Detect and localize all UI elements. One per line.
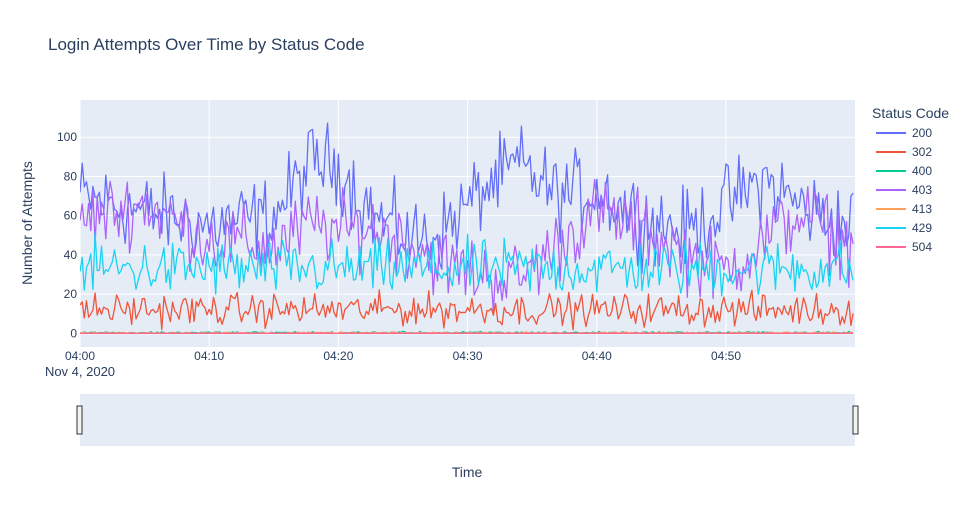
legend-label: 302	[912, 145, 932, 159]
y-tick-label: 60	[64, 209, 78, 223]
legend-label: 200	[912, 126, 932, 140]
chart-title: Login Attempts Over Time by Status Code	[48, 35, 365, 54]
legend-label: 413	[912, 202, 932, 216]
x-tick-label: 04:30	[453, 349, 483, 363]
legend-item-400[interactable]: 400	[876, 164, 932, 178]
legend-title: Status Code	[872, 105, 949, 121]
x-tick-date-label: Nov 4, 2020	[45, 364, 115, 379]
x-tick-labels: 04:00 04:10 04:20 04:30 04:40 04:50	[65, 349, 741, 363]
y-tick-label: 40	[64, 248, 78, 262]
legend-item-302[interactable]: 302	[876, 145, 932, 159]
x-tick-label: 04:40	[582, 349, 612, 363]
x-tick-label: 04:50	[711, 349, 741, 363]
legend-label: 400	[912, 164, 932, 178]
legend-item-429[interactable]: 429	[876, 221, 932, 235]
x-tick-label: 04:00	[65, 349, 95, 363]
legend-label: 403	[912, 183, 932, 197]
series-lines	[80, 122, 854, 334]
y-tick-labels: 0 20 40 60 80 100	[57, 130, 77, 340]
range-slider[interactable]	[80, 394, 855, 446]
legend-label: 504	[912, 240, 932, 254]
range-slider-right-handle[interactable]	[852, 405, 859, 435]
legend[interactable]: 200 302 400 403 413 429 504	[876, 126, 932, 254]
legend-item-504[interactable]: 504	[876, 240, 932, 254]
legend-item-200[interactable]: 200	[876, 126, 932, 140]
y-tick-label: 80	[64, 169, 78, 183]
legend-item-413[interactable]: 413	[876, 202, 932, 216]
series-line-302[interactable]	[80, 289, 854, 331]
y-axis-title: Number of Attempts	[19, 161, 35, 285]
y-tick-label: 0	[70, 326, 77, 340]
series-line-200[interactable]	[80, 122, 854, 275]
series-line-403[interactable]	[80, 178, 854, 313]
x-tick-label: 04:20	[323, 349, 353, 363]
legend-label: 429	[912, 221, 932, 235]
x-tick-label: 04:10	[194, 349, 224, 363]
y-tick-label: 100	[57, 130, 77, 144]
legend-item-403[interactable]: 403	[876, 183, 932, 197]
x-axis-title: Time	[452, 464, 483, 480]
range-slider-left-handle[interactable]	[76, 405, 83, 435]
series-line-429[interactable]	[80, 232, 854, 297]
y-tick-label: 20	[64, 287, 78, 301]
